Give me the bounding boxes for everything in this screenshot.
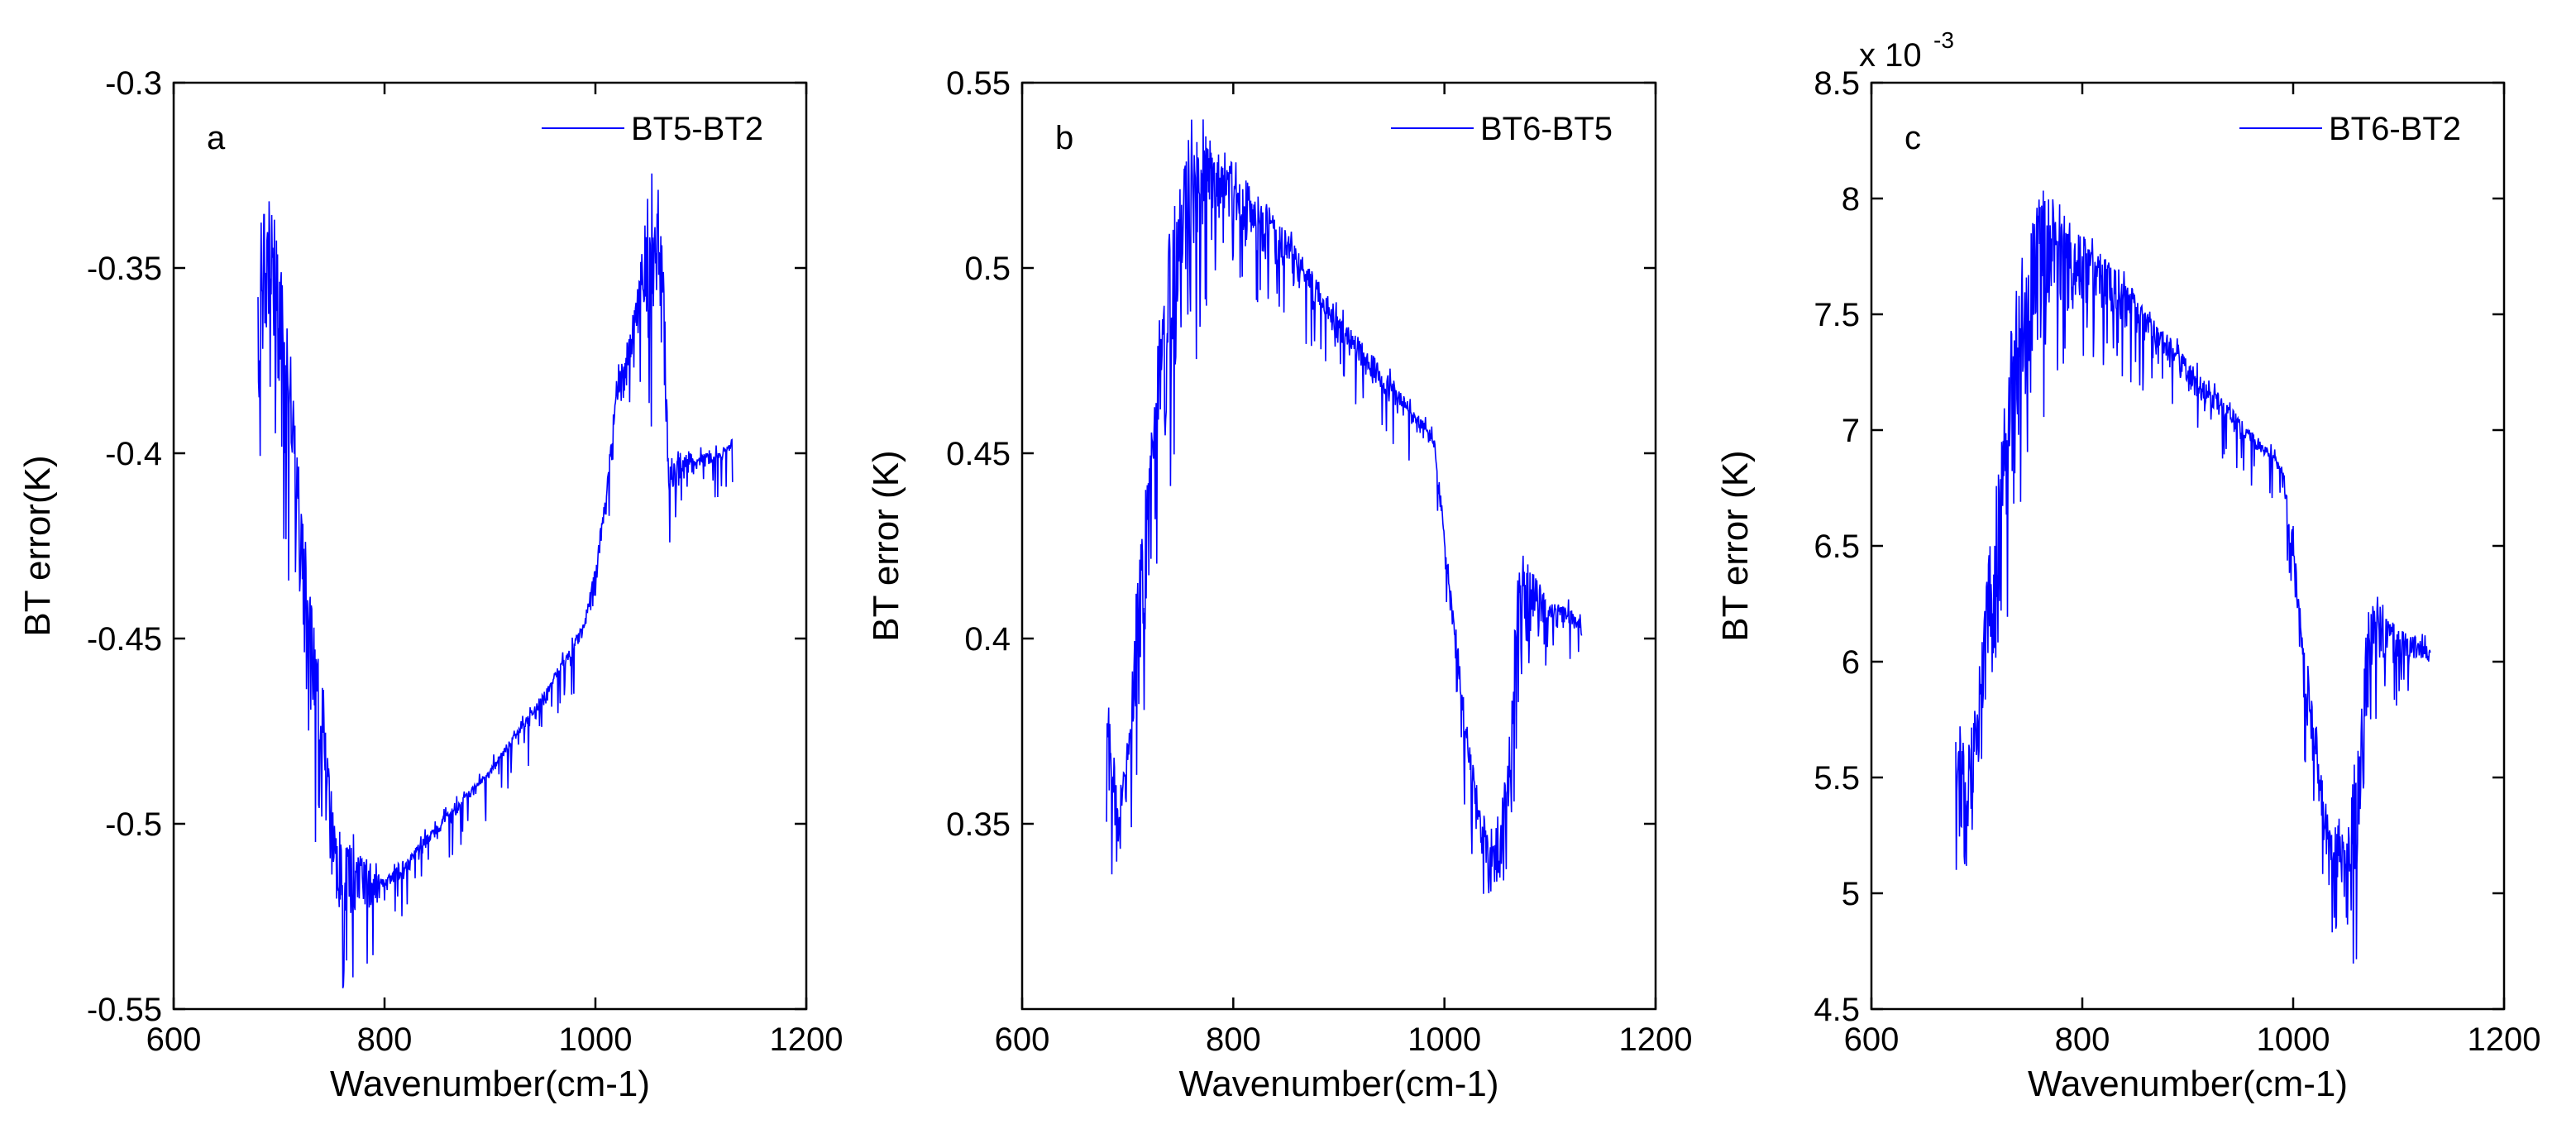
y-tick-label: -0.4	[105, 436, 162, 472]
legend-label: BT6-BT5	[1480, 111, 1613, 147]
y-tick-label: 0.4	[964, 621, 1011, 658]
y-tick-label: -0.5	[105, 806, 162, 843]
y-tick-label: -0.55	[87, 992, 162, 1028]
y-tick-label: 8	[1842, 181, 1860, 218]
y-tick-label: -0.45	[87, 621, 162, 658]
y-tick-label: 0.55	[946, 65, 1011, 102]
axes-frame	[172, 81, 808, 1011]
y-axis-label: BT error(K)	[17, 455, 58, 636]
x-tick-label: 1000	[1407, 1021, 1481, 1058]
x-tick-label: 600	[995, 1021, 1050, 1058]
panel-a: 600 800 1000 1200 -0.55 -0.5 -0.45 -0.4 -0.35 -0.…	[17, 65, 843, 1104]
series-line-bt6-bt5	[1106, 119, 1583, 894]
panel-letter: b	[1055, 120, 1073, 156]
x-tick-label: 800	[1206, 1021, 1261, 1058]
series-line-bt6-bt2	[1955, 190, 2431, 964]
y-tick-label: 6.5	[1814, 529, 1860, 565]
x-tick-label: 800	[357, 1021, 413, 1058]
x-tick-label: 600	[1844, 1021, 1900, 1058]
series-line-bt5-bt2	[257, 173, 734, 988]
y-tick-label: -0.35	[87, 251, 162, 287]
y-tick-label: 0.5	[964, 251, 1011, 287]
y-axis-label: BT error (K)	[866, 450, 906, 641]
x-axis-label: Wavenumber(cm-1)	[330, 1064, 650, 1104]
x-tick-label: 1000	[559, 1021, 633, 1058]
x-tick-label: 1000	[2257, 1021, 2330, 1058]
y-axis-label: BT error (K)	[1715, 450, 1756, 641]
y-tick-label: 5.5	[1814, 760, 1860, 797]
y-tick-label: 4.5	[1814, 992, 1860, 1028]
y-tick-label: 7	[1842, 413, 1860, 449]
y-scale-exponent: -3	[1933, 27, 1954, 53]
y-tick-label: -0.3	[105, 65, 162, 102]
y-tick-label: 0.35	[946, 806, 1011, 843]
y-tick-label: 0.45	[946, 436, 1011, 472]
y-scale-base: x 10	[1859, 37, 1922, 74]
panel-letter: a	[207, 120, 226, 156]
y-tick-label: 5	[1842, 876, 1860, 912]
y-tick-label: 7.5	[1814, 297, 1860, 333]
y-tick-label: 6	[1842, 644, 1860, 681]
x-tick-label: 600	[146, 1021, 202, 1058]
legend-label: BT6-BT2	[2329, 111, 2461, 147]
x-axis-label: Wavenumber(cm-1)	[2028, 1064, 2348, 1104]
x-axis-label: Wavenumber(cm-1)	[1178, 1064, 1498, 1104]
x-tick-label: 1200	[2468, 1021, 2541, 1058]
x-tick-label: 1200	[770, 1021, 844, 1058]
panel-letter: c	[1905, 120, 1921, 156]
x-tick-label: 800	[2055, 1021, 2110, 1058]
panel-c: 600 800 1000 1200 4.5 5 5.5 6 6.5 7 7.5 8 8.5 Wavenum…	[1715, 27, 2540, 1104]
axes-frame	[1020, 81, 1657, 1011]
axes-frame	[1870, 81, 2506, 1011]
panel-b: 600 800 1000 1200 0.35 0.4 0.45 0.5 0.55 Wavenumb…	[866, 65, 1692, 1104]
x-tick-label: 1200	[1619, 1021, 1693, 1058]
y-tick-label: 8.5	[1814, 65, 1860, 102]
legend-label: BT5-BT2	[631, 111, 763, 147]
